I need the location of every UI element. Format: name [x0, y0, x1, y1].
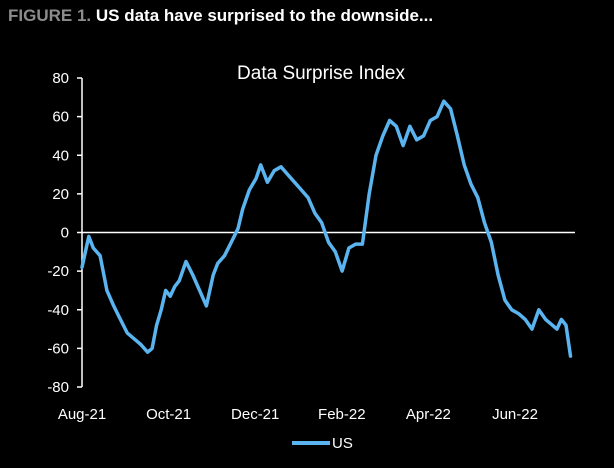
y-tick-label: -20	[47, 263, 69, 280]
series-line-us	[80, 99, 573, 358]
figure-title: US data have surprised to the downside..…	[95, 6, 434, 25]
y-tick-label: 60	[52, 109, 69, 126]
y-tick-label: 0	[61, 225, 69, 242]
y-tick-label: -80	[47, 379, 69, 396]
y-tick-label: -40	[47, 302, 69, 319]
chart-title: Data Surprise Index	[237, 63, 405, 84]
y-axis: 80 60 40 20 0 -20 -40 -60 -80	[47, 70, 83, 396]
x-tick-label: Jun-22	[492, 406, 538, 423]
y-tick-label: 80	[52, 70, 69, 87]
x-tick-label: Oct-21	[146, 406, 191, 423]
legend-label-us: US	[332, 435, 353, 452]
x-axis: Aug-21 Oct-21 Dec-21 Feb-22 Apr-22 Jun-22	[58, 406, 538, 423]
y-tick-label: 20	[52, 186, 69, 203]
x-tick-label: Aug-21	[58, 406, 106, 423]
y-tick-label: 40	[52, 147, 69, 164]
x-tick-label: Feb-22	[318, 406, 366, 423]
figure-label: FIGURE 1.	[8, 6, 92, 25]
figure-header: FIGURE 1. US data have surprised to the …	[8, 6, 433, 26]
x-tick-label: Apr-22	[406, 406, 451, 423]
x-tick-label: Dec-21	[231, 406, 279, 423]
legend: US	[292, 435, 353, 452]
y-tick-label: -60	[47, 340, 69, 357]
